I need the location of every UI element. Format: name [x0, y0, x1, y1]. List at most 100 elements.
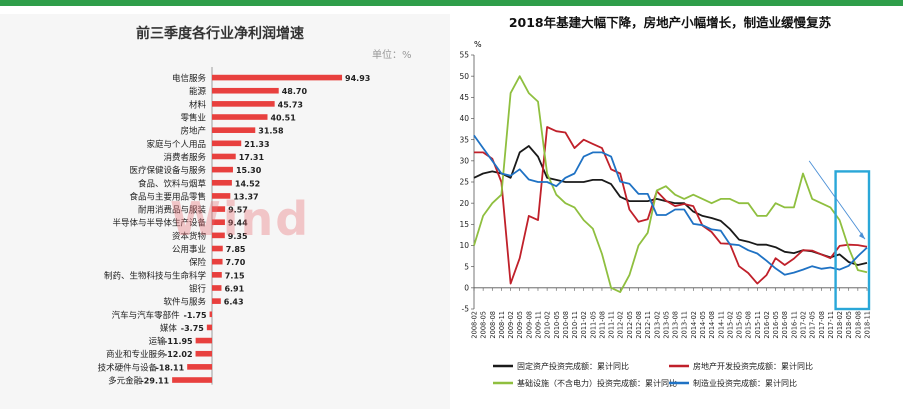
bar-category-label: 耐用消费品与服装 [138, 205, 207, 216]
y-tick-label: 0 [464, 283, 469, 292]
bar-9 [212, 179, 232, 186]
bar-13 [212, 232, 225, 239]
x-tick-label: 2018-08 [854, 311, 862, 339]
x-tick-label: 2011-11 [608, 311, 616, 339]
y-tick-label: 25 [459, 178, 469, 187]
x-tick-label: 2018-11 [864, 311, 872, 339]
x-tick-label: 2012-11 [644, 311, 652, 339]
investment-line-chart: 2018年基建大幅下降，房地产小幅增长，制造业缓慢复苏 % -5 0 5 10 15 20… [459, 15, 872, 388]
x-tick-label: 2012-02 [617, 311, 625, 339]
x-tick-label: 2017-05 [809, 311, 817, 339]
bar-17 [212, 285, 222, 291]
y-tick-label: 10 [459, 241, 469, 250]
x-tick-label: 2014-02 [690, 311, 698, 339]
bar-category-label: 材料 [189, 99, 207, 110]
bar-value-label: -1.75 [184, 311, 207, 320]
y-tick-label: 15 [459, 220, 469, 229]
bar-value-label: 7.70 [226, 258, 246, 267]
x-tick-label: 2011-02 [580, 311, 588, 339]
bar-20 [206, 324, 212, 331]
bar-2 [212, 87, 279, 94]
bar-category-label: 零售业 [180, 113, 206, 124]
x-tick-label: 2009-05 [516, 311, 524, 339]
line-chart-title: 2018年基建大幅下降，房地产小幅增长，制造业缓慢复苏 [509, 15, 832, 30]
bar-15 [212, 258, 223, 265]
bar-category-label: 公用事业 [172, 244, 206, 255]
bar-category-label: 能源 [189, 86, 207, 97]
x-tick-label: 2013-05 [662, 311, 670, 339]
bar-value-label: -3.75 [181, 324, 204, 333]
right-chart-panel: 2018年基建大幅下降，房地产小幅增长，制造业缓慢复苏 % -5 0 5 10 15 20… [455, 14, 903, 409]
series-line-1 [473, 145, 868, 266]
bar-value-label: 14.52 [235, 179, 260, 188]
x-tick-label: 2009-02 [507, 311, 515, 339]
bar-category-label: 媒体 [160, 323, 178, 334]
bar-22 [195, 350, 212, 357]
bar-value-label: 45.73 [278, 100, 303, 109]
y-tick-label: 50 [459, 72, 469, 81]
series-line-2 [474, 126, 868, 285]
x-tick-label: 2016-02 [763, 311, 771, 339]
bar-category-label: 消费者服务 [163, 152, 206, 163]
bar-23 [187, 364, 212, 370]
bar-category-label: 汽车与汽车零部件 [112, 310, 181, 321]
x-tick-label: 2012-08 [635, 311, 643, 339]
net-profit-bar-chart: 前三季度各行业净利润增速 单位：% 电信服务 94.93 能源 48.70 材料 45.7… [98, 25, 412, 387]
x-tick-label: 2017-02 [800, 311, 808, 339]
x-tick-label: 2016-11 [790, 311, 798, 339]
bar-category-label: 制药、生物科技与生命科学 [104, 270, 207, 281]
bar-value-label: 9.35 [228, 232, 248, 241]
x-tick-label: 2016-05 [772, 311, 780, 339]
unit-note: 单位：% [372, 48, 412, 61]
x-tick-label: 2013-11 [681, 311, 689, 339]
bar-19 [209, 311, 212, 318]
series-line-3 [473, 75, 868, 294]
y-tick-label: 40 [459, 114, 469, 123]
bar-value-label: 17.31 [239, 153, 265, 162]
bar-1 [212, 74, 343, 81]
y-tick-label: 20 [459, 199, 469, 208]
bar-category-label: 技术硬件与设备 [98, 362, 158, 373]
bar-category-label: 银行 [189, 283, 207, 294]
y-tick-label: 5 [464, 262, 469, 271]
x-tick-label: 2010-11 [571, 311, 579, 339]
bar-value-label: -29.11 [140, 377, 169, 386]
bar-value-label: 31.58 [258, 127, 284, 136]
x-tick-label: 2008-02 [471, 311, 479, 339]
bar-7 [212, 153, 236, 160]
x-tick-label: 2008-08 [489, 311, 497, 339]
bar-18 [212, 298, 221, 304]
bar-value-label: 48.70 [282, 87, 308, 96]
x-tick-label: 2011-05 [589, 311, 597, 339]
bar-value-label: 9.57 [228, 206, 248, 215]
x-tick-label: 2011-08 [598, 311, 606, 339]
bar-category-label: 半导体与半导体生产设备 [112, 218, 206, 229]
y-tick-label: 35 [459, 135, 469, 144]
bar-category-label: 多元金融 [108, 376, 143, 387]
y-tick-label: 30 [459, 156, 469, 165]
bar-value-label: 15.30 [236, 166, 262, 175]
x-tick-label: 2015-08 [745, 311, 753, 339]
bar-24 [172, 377, 212, 383]
bar-11 [212, 206, 226, 212]
x-tick-label: 2008-05 [480, 311, 488, 339]
x-tick-label: 2017-08 [818, 311, 826, 339]
x-tick-label: 2012-05 [626, 311, 634, 339]
bar-value-label: 40.51 [270, 114, 296, 123]
legend-label-4: 制造业投资完成额：累计同比 [693, 378, 797, 388]
x-tick-label: 2014-05 [699, 311, 707, 339]
x-tick-label: 2018-05 [845, 311, 853, 339]
bar-14 [212, 245, 223, 252]
bar-3 [212, 101, 275, 107]
x-tick-label: 2015-02 [726, 311, 734, 339]
bar-category-label: 保险 [189, 257, 207, 268]
left-chart-panel: Wind 前三季度各行业净利润增速 单位：% 电信服务 94.93 能源 48.70 材… [0, 14, 450, 409]
x-tick-label: 2014-11 [717, 311, 725, 339]
x-tick-label: 2017-11 [827, 311, 835, 339]
bar-16 [212, 272, 222, 278]
legend-label-2: 房地产开发投资完成额：累计同比 [693, 361, 813, 371]
x-tick-label: 2016-08 [781, 311, 789, 339]
bar-category-label: 商业和专业服务 [106, 349, 166, 360]
x-tick-label: 2013-08 [672, 311, 680, 339]
bar-value-label: 6.43 [224, 298, 244, 307]
